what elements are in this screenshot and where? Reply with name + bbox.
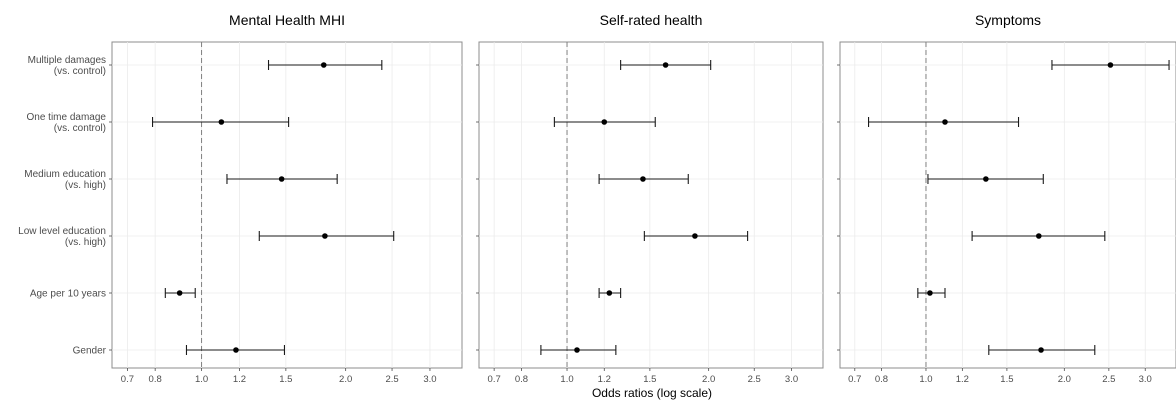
panel-frame [839,41,1176,369]
row-label: One time damage (vs. control) [27,112,107,134]
x-tick-label: 2.5 [748,374,761,385]
x-tick-label: 2.0 [702,374,715,385]
x-tick-label: 3.0 [785,374,798,385]
x-axis-title: Odds ratios (log scale) [592,386,712,400]
panel-1: 0.7 0.8 1.0 1.2 1.5 2.0 2.5 3.0 Mental Health MH… [109,12,463,385]
x-tick-label: 1.0 [560,374,573,385]
panel-3: 0.7 0.8 1.0 1.2 1.5 2.0 2.5 3.0 Symptoms [837,12,1176,385]
x-tick-label: 1.2 [956,374,969,385]
x-tick-label: 0.8 [149,374,162,385]
x-tick-label: 1.5 [279,374,292,385]
panel-title: Self-rated health [600,12,703,28]
odds-ratio-point [574,347,580,353]
odds-ratio-point [322,233,328,239]
odds-ratio-point [601,119,608,125]
panel-marks [540,60,749,355]
x-tick-label: 0.7 [121,374,134,385]
row-label: Medium education (vs. high) [24,169,106,191]
row-label: Low level education (vs. high) [18,226,106,248]
x-tick-label: 0.8 [875,374,888,385]
odds-ratio-point [692,233,698,239]
x-tick-label: 1.5 [1000,374,1013,385]
odds-ratio-point [1035,233,1042,239]
panel-2: 0.7 0.8 1.0 1.2 1.5 2.0 2.5 3.0 Self-rated healt… [476,12,824,385]
row-label: Age per 10 years [30,289,106,300]
x-tick-label: 1.2 [233,374,246,385]
x-tick-label: 0.7 [488,374,501,385]
odds-ratio-point [662,62,669,68]
odds-ratio-point [278,176,285,182]
row-label: Gender [73,346,107,357]
panel-marks [152,60,395,355]
x-tick-label: 1.0 [195,374,208,385]
panel-frame [478,41,824,369]
odds-ratio-point [640,176,646,182]
x-tick-label: 1.2 [598,374,611,385]
odds-ratio-point [983,176,989,182]
panel-marks [868,60,1170,355]
odds-ratio-point [942,119,948,125]
x-tick-label: 2.5 [1102,374,1115,385]
panel-title: Symptoms [975,12,1041,28]
panel-title: Mental Health MHI [229,12,345,28]
odds-ratio-point [1107,62,1114,68]
odds-ratio-point [606,290,613,296]
x-tick-label: 1.5 [643,374,656,385]
row-label: Multiple damages (vs. control) [28,55,106,77]
x-tick-label: 3.0 [1139,374,1152,385]
x-tick-label: 0.7 [848,374,861,385]
x-tick-label: 2.0 [1058,374,1071,385]
odds-ratio-point [233,347,239,353]
odds-ratio-point [218,119,225,125]
odds-ratio-point [1038,347,1044,353]
odds-ratio-point [927,290,933,296]
x-tick-label: 3.0 [423,374,436,385]
x-tick-label: 2.5 [385,374,398,385]
x-tick-label: 1.0 [919,374,932,385]
panel-frame [111,41,463,369]
x-tick-label: 2.0 [339,374,352,385]
odds-ratio-point [320,62,327,68]
odds-ratio-point [176,290,183,296]
x-tick-label: 0.8 [515,374,528,385]
